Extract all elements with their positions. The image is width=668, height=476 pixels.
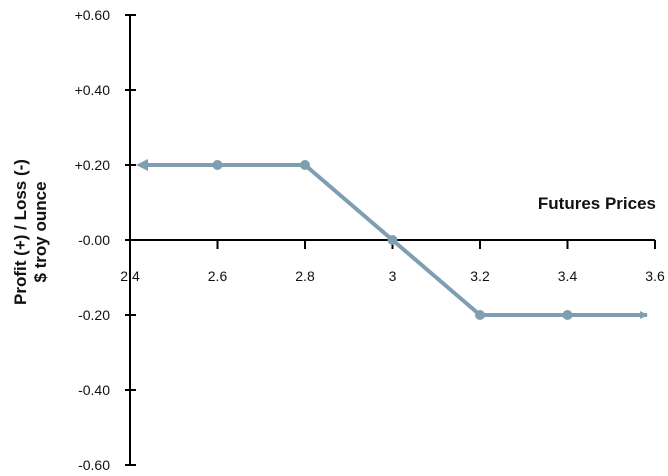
x-tick-label: 2.8: [295, 268, 315, 284]
x-tick-label: 3: [389, 268, 397, 284]
series-layer: [136, 159, 648, 320]
x-tick-label: 3.2: [470, 268, 490, 284]
x-ticks: 2.4 2.6 2.8 3 3.2 3.4 3.6: [120, 240, 665, 284]
data-point: [475, 310, 485, 320]
y-tick-label: +0.20: [75, 157, 111, 173]
data-point: [387, 235, 398, 245]
y-tick-label: -0.00: [78, 232, 110, 248]
data-point: [300, 160, 310, 170]
x-tick-label: 3.4: [558, 268, 578, 284]
x-axis-title: Futures Prices: [538, 194, 656, 213]
x-tick-label: 3.6: [645, 268, 665, 284]
y-axis-title-line2: $ troy ounce: [31, 181, 50, 282]
y-ticks: +0.60 +0.40 +0.20 -0.00 -0.20 -0.40 -0.60: [75, 7, 136, 473]
y-axis-title-line1: Profit (+) / Loss (-): [11, 159, 30, 305]
y-tick-label: +0.60: [75, 7, 111, 23]
data-point: [212, 160, 223, 170]
arrow-left: [136, 159, 148, 171]
x-tick-label: 2.6: [208, 268, 228, 284]
y-tick-label: +0.40: [75, 82, 111, 98]
y-tick-label: -0.60: [78, 457, 110, 473]
y-tick-label: -0.40: [78, 382, 110, 398]
x-tick-label: 2.4: [120, 268, 140, 284]
data-point: [562, 310, 573, 320]
y-tick-label: -0.20: [78, 307, 110, 323]
